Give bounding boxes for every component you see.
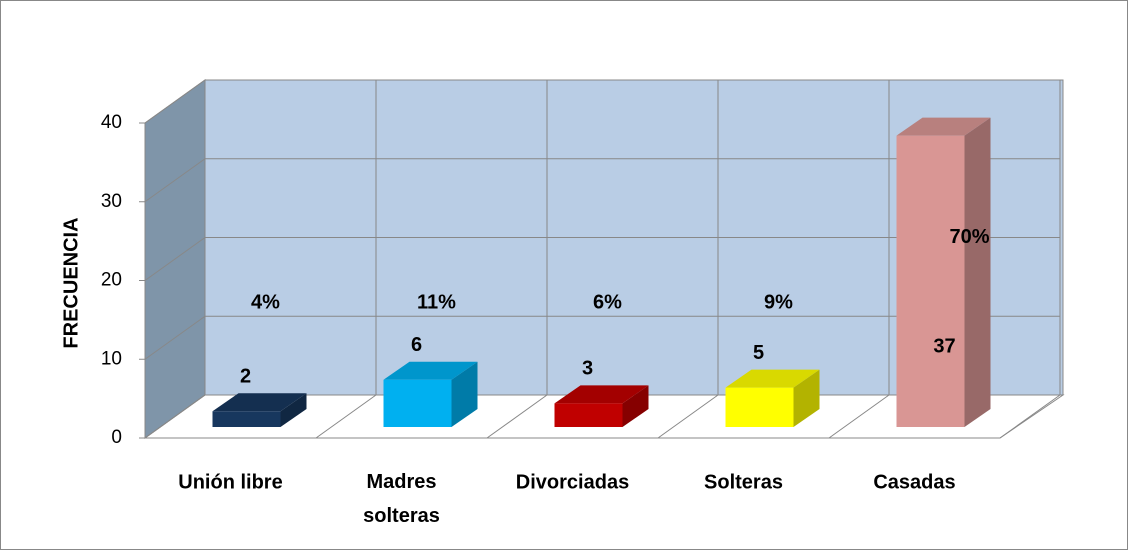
grid-line (144, 158, 206, 203)
grid-line (144, 79, 206, 124)
floor-divider (315, 394, 377, 439)
value-label: 37 (933, 335, 955, 357)
grid-line (144, 237, 206, 281)
value-label: 6 (411, 334, 422, 356)
x-tick-label: Divorciadas (516, 471, 629, 493)
bar-side (964, 117, 991, 427)
floor-divider (657, 394, 719, 439)
bar-top (725, 369, 820, 388)
grid-line (144, 315, 206, 360)
y-tick-label: 40 (101, 112, 122, 133)
bar-side (622, 385, 649, 427)
x-tick-label: Madres solteras (363, 471, 440, 527)
floor-divider (828, 394, 890, 439)
bar (896, 135, 965, 427)
bar-top (212, 393, 307, 412)
percent-label: 4% (251, 291, 280, 313)
bar (212, 411, 281, 427)
value-label: 3 (582, 358, 593, 380)
x-tick-label: Solteras (704, 471, 783, 493)
bar-top (896, 117, 991, 136)
x-tick-label: Unión libre (178, 471, 282, 493)
percent-label: 6% (593, 291, 622, 313)
floor-divider (999, 394, 1061, 439)
bar (554, 403, 623, 427)
bar-side (280, 393, 307, 427)
bar (383, 379, 452, 427)
floor-divider (144, 394, 206, 439)
value-label: 5 (753, 342, 764, 364)
x-tick-label: Casadas (873, 471, 955, 493)
bar-top (383, 361, 478, 380)
bar (725, 387, 794, 427)
y-tick-label: 30 (101, 191, 122, 212)
percent-label: 70% (949, 226, 989, 248)
percent-label: 9% (764, 291, 793, 313)
value-label: 2 (240, 366, 251, 388)
bar-top (554, 385, 649, 404)
y-tick-label: 20 (101, 270, 122, 291)
percent-label: 11% (417, 291, 456, 313)
y-tick-label: 10 (101, 348, 122, 369)
bar-side (793, 369, 820, 427)
bar-side (451, 361, 478, 427)
y-tick-label: 0 (111, 427, 122, 448)
floor-divider (486, 394, 548, 439)
y-axis-label: FRECUENCIA (60, 217, 82, 348)
